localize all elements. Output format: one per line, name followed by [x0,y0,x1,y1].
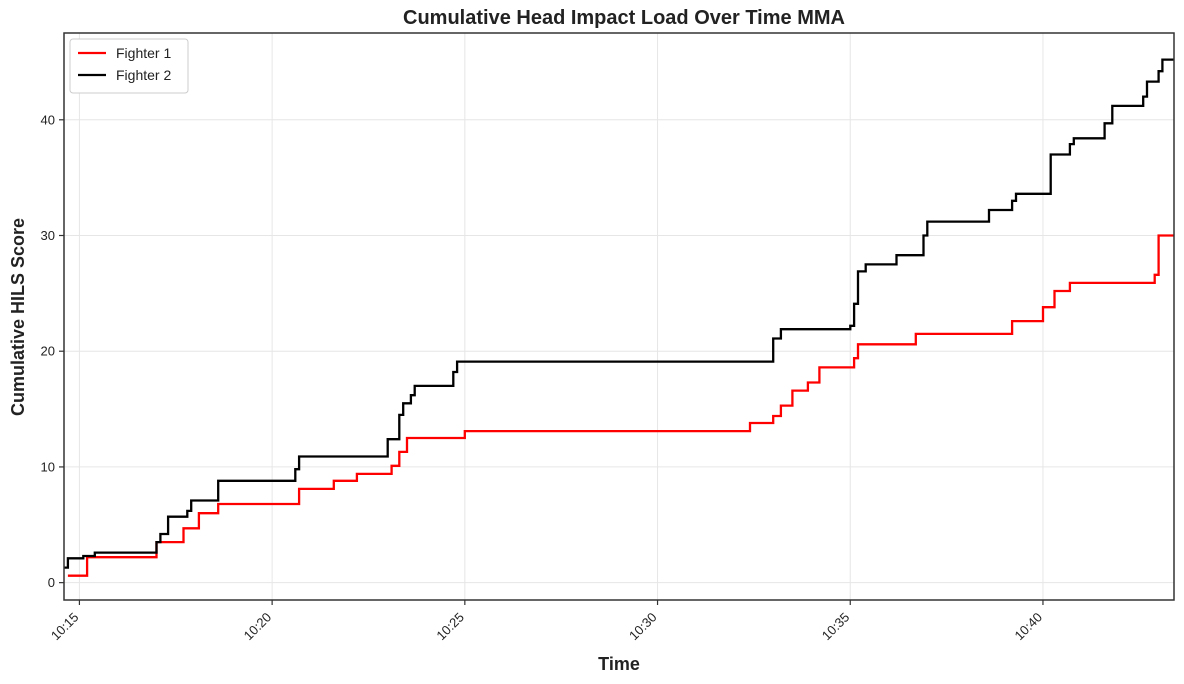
x-axis-label: Time [598,654,640,674]
y-tick-label: 20 [41,344,55,359]
legend: Fighter 1 Fighter 2 [69,38,189,94]
x-tick-label: 10:20 [241,610,275,644]
grid [64,33,1174,600]
series-layer [64,58,1174,577]
x-tick-label: 10:30 [626,610,660,644]
y-tick-label: 40 [41,112,55,127]
x-axis: 10:15 10:20 10:25 10:30 10:35 10:40 [48,600,1045,643]
x-tick-label: 10:35 [819,610,853,644]
x-tick-label: 10:40 [1011,610,1045,644]
x-tick-label: 10:15 [48,610,82,644]
y-tick-label: 0 [48,575,55,590]
chart-title: Cumulative Head Impact Load Over Time MM… [403,7,845,29]
x-tick-label: 10:25 [433,610,467,644]
y-axis: 0 10 20 30 40 [41,112,64,590]
y-axis-label: Cumulative HILS Score [8,218,28,416]
plot-frame [63,32,1175,601]
legend-label-fighter-1: Fighter 1 [116,45,171,61]
y-tick-label: 10 [41,459,55,474]
legend-label-fighter-2: Fighter 2 [116,67,171,83]
fighter-1-line [67,234,1174,577]
fighter-2-line [64,58,1174,569]
y-tick-label: 30 [41,228,55,243]
